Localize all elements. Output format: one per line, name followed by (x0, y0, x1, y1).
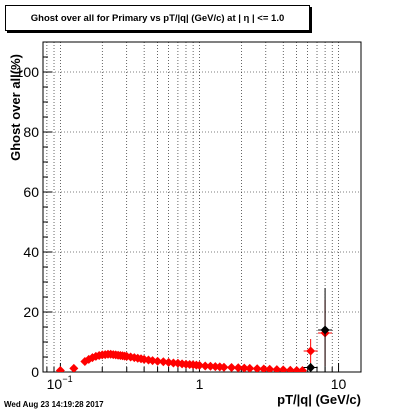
data-point (259, 364, 269, 372)
chart-title: Ghost over all for Primary vs pT/|q| (Ge… (5, 5, 310, 31)
data-layer (55, 288, 333, 372)
data-point (205, 361, 215, 371)
data-point (306, 363, 316, 372)
x-axis-title: pT/|q| (GeV/c) (277, 392, 361, 407)
y-tick-label: 40 (23, 244, 39, 260)
data-point (55, 366, 65, 372)
x-tick-label: 1 (196, 376, 204, 392)
data-point (278, 365, 288, 372)
y-tick-label: 60 (23, 184, 39, 200)
data-point (69, 363, 79, 372)
footer-timestamp: Wed Aug 23 14:19:28 2017 (4, 400, 104, 409)
x-tick-label: 10 (331, 376, 347, 392)
x-tick-exponent: −1 (62, 374, 72, 384)
data-point (306, 346, 316, 356)
y-axis-title: Ghost over all(%) (8, 54, 23, 161)
data-point (227, 363, 237, 372)
y-tick-label: 0 (31, 364, 39, 380)
data-point (233, 363, 243, 372)
y-tick-label: 100 (16, 64, 40, 80)
data-point (158, 357, 168, 367)
data-point (252, 364, 262, 372)
plot-frame (42, 41, 362, 373)
x-tick-label: 10 (47, 376, 63, 392)
data-point (297, 366, 307, 372)
data-point (320, 325, 330, 335)
y-tick-label: 20 (23, 304, 39, 320)
data-point (153, 356, 163, 366)
y-tick-label: 80 (23, 124, 39, 140)
data-point (265, 364, 275, 372)
data-point (200, 361, 210, 371)
data-point (194, 360, 204, 370)
data-point (245, 363, 255, 372)
data-point (219, 362, 229, 372)
data-point (239, 363, 249, 372)
